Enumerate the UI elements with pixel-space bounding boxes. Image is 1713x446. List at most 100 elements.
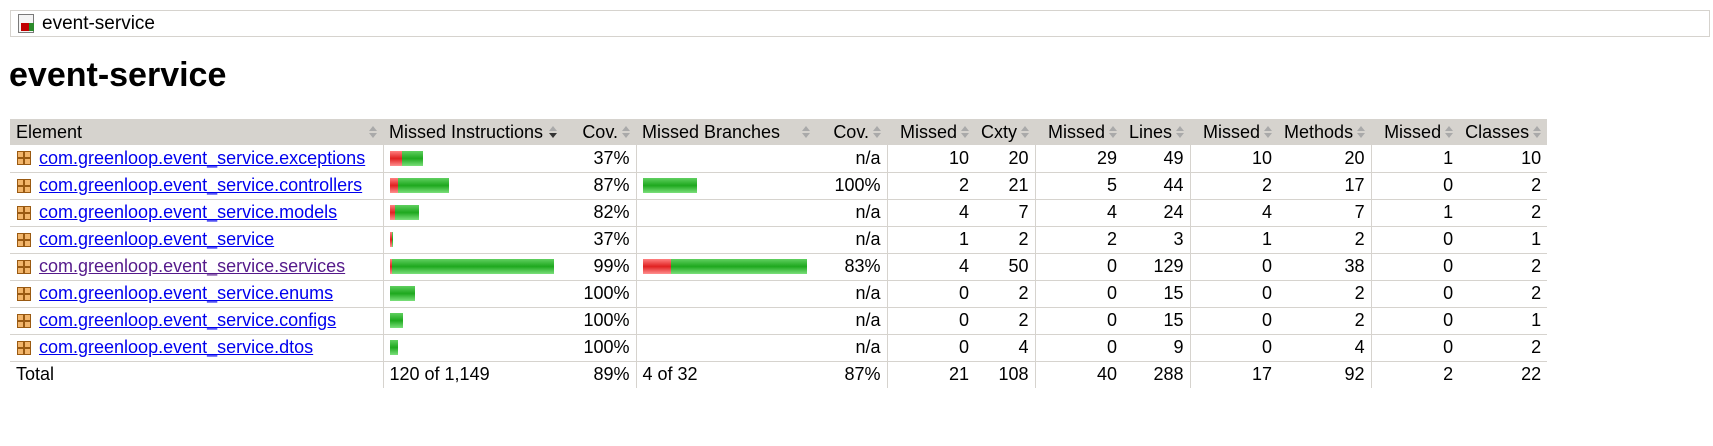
methods: 2 xyxy=(1278,280,1372,308)
missed-bar xyxy=(389,259,392,274)
branches-bar-cell xyxy=(635,307,816,335)
cxty: 21 xyxy=(975,172,1035,200)
covered-bar xyxy=(391,232,393,247)
header-cov-instructions[interactable]: Cov. xyxy=(563,119,636,145)
lines: 15 xyxy=(1123,307,1191,335)
missed-methods: 0 xyxy=(1189,307,1279,335)
sort-icon[interactable] xyxy=(369,126,377,138)
package-link[interactable]: com.greenloop.event_service.dtos xyxy=(39,337,314,357)
branches-bar-cell xyxy=(635,145,816,173)
missed-methods: 4 xyxy=(1189,199,1279,227)
package-link[interactable]: com.greenloop.event_service.controllers xyxy=(39,175,363,195)
classes: 1 xyxy=(1459,226,1548,254)
header-missed-classes[interactable]: Missed xyxy=(1371,119,1460,145)
cxty: 7 xyxy=(975,199,1035,227)
missed-bar xyxy=(642,259,671,274)
cov-instructions: 87% xyxy=(563,172,636,200)
missed-methods: 0 xyxy=(1189,334,1279,362)
table-row: com.greenloop.event_service.models 82% n/a… xyxy=(10,199,1548,227)
sort-icon[interactable] xyxy=(1109,126,1117,138)
sort-icon[interactable] xyxy=(1533,126,1542,138)
header-lines[interactable]: Lines xyxy=(1123,119,1191,145)
table-row: com.greenloop.event_service.configs 100% n… xyxy=(10,307,1548,335)
report-icon xyxy=(18,13,36,34)
element-cell: com.greenloop.event_service.configs xyxy=(10,307,383,335)
sort-icon[interactable] xyxy=(622,126,630,138)
package-icon xyxy=(16,286,32,302)
classes: 2 xyxy=(1459,172,1548,200)
element-cell: com.greenloop.event_service.enums xyxy=(10,280,383,308)
header-methods[interactable]: Methods xyxy=(1278,119,1372,145)
covered-bar xyxy=(670,259,807,274)
sort-icon[interactable] xyxy=(1445,126,1454,138)
header-missed-lines[interactable]: Missed xyxy=(1035,119,1123,145)
header-missed-instructions[interactable]: Missed Instructions xyxy=(383,119,563,145)
missed-cxty: 0 xyxy=(886,280,975,308)
package-link[interactable]: com.greenloop.event_service.configs xyxy=(39,310,337,330)
classes: 2 xyxy=(1459,199,1548,227)
covered-bar xyxy=(394,205,419,220)
table-row: com.greenloop.event_service.controllers 8… xyxy=(10,172,1548,200)
methods: 20 xyxy=(1278,145,1372,173)
package-link[interactable]: com.greenloop.event_service xyxy=(39,229,275,249)
header-cxty[interactable]: Cxty xyxy=(975,119,1035,145)
missed-lines: 0 xyxy=(1034,334,1123,362)
header-element[interactable]: Element xyxy=(10,119,383,145)
cov-branches: n/a xyxy=(816,334,887,362)
element-cell: com.greenloop.event_service.services xyxy=(10,253,383,281)
missed-classes: 1 xyxy=(1370,145,1460,173)
sort-icon[interactable] xyxy=(1176,126,1185,138)
header-missed-methods[interactable]: Missed xyxy=(1190,119,1279,145)
missed-lines: 5 xyxy=(1034,172,1123,200)
covered-bar xyxy=(391,259,554,274)
missed-bar xyxy=(389,178,398,193)
lines: 9 xyxy=(1123,334,1191,362)
branches-bar-cell xyxy=(635,334,816,362)
branches-bar-cell xyxy=(635,172,816,200)
sort-icon[interactable] xyxy=(873,126,881,138)
package-link[interactable]: com.greenloop.event_service.exceptions xyxy=(39,147,366,168)
cov-instructions: 100% xyxy=(563,307,636,335)
package-link[interactable]: com.greenloop.event_service.services xyxy=(39,256,346,276)
total-classes: 22 xyxy=(1459,360,1548,388)
table-header-row: Element Missed Instructions Cov. Missed … xyxy=(10,119,1548,145)
lines: 15 xyxy=(1123,280,1191,308)
sort-icon[interactable] xyxy=(1021,126,1029,138)
missed-methods: 0 xyxy=(1189,253,1279,281)
missed-classes: 0 xyxy=(1370,307,1460,335)
package-link[interactable]: com.greenloop.event_service.models xyxy=(39,202,338,222)
element-cell: com.greenloop.event_service.exceptions xyxy=(10,145,383,173)
missed-bar xyxy=(389,232,392,247)
cxty: 50 xyxy=(975,253,1035,281)
missed-cxty: 0 xyxy=(886,307,975,335)
instructions-bar-cell xyxy=(382,226,563,254)
lines: 3 xyxy=(1123,226,1191,254)
missed-methods: 2 xyxy=(1189,172,1279,200)
instructions-bar-cell xyxy=(382,253,563,281)
package-link[interactable]: com.greenloop.event_service.enums xyxy=(39,283,334,303)
cov-instructions: 37% xyxy=(563,145,636,173)
total-missed-branches: 4 of 32 xyxy=(635,360,816,388)
lines: 49 xyxy=(1123,145,1191,173)
element-cell: com.greenloop.event_service.controllers xyxy=(10,172,383,200)
branches-bar-cell xyxy=(635,226,816,254)
classes: 10 xyxy=(1459,145,1548,173)
sort-icon[interactable] xyxy=(1357,126,1366,138)
header-cov-branches[interactable]: Cov. xyxy=(816,119,887,145)
table-row: com.greenloop.event_service.services 99% 8… xyxy=(10,253,1548,281)
table-row: com.greenloop.event_service.dtos 100% n/a 0… xyxy=(10,334,1548,362)
sort-icon[interactable] xyxy=(1264,126,1273,138)
header-missed-cxty[interactable]: Missed xyxy=(887,119,975,145)
covered-bar xyxy=(642,178,697,193)
sort-desc-icon[interactable] xyxy=(549,126,557,138)
header-classes[interactable]: Classes xyxy=(1459,119,1548,145)
sort-icon[interactable] xyxy=(961,126,969,138)
header-missed-branches[interactable]: Missed Branches xyxy=(636,119,816,145)
cov-instructions: 100% xyxy=(563,334,636,362)
page-title: event-service xyxy=(9,56,227,94)
missed-bar xyxy=(389,205,395,220)
classes: 2 xyxy=(1459,253,1548,281)
sort-icon[interactable] xyxy=(802,126,810,138)
covered-bar xyxy=(397,178,449,193)
total-cov-branches: 87% xyxy=(816,360,887,388)
